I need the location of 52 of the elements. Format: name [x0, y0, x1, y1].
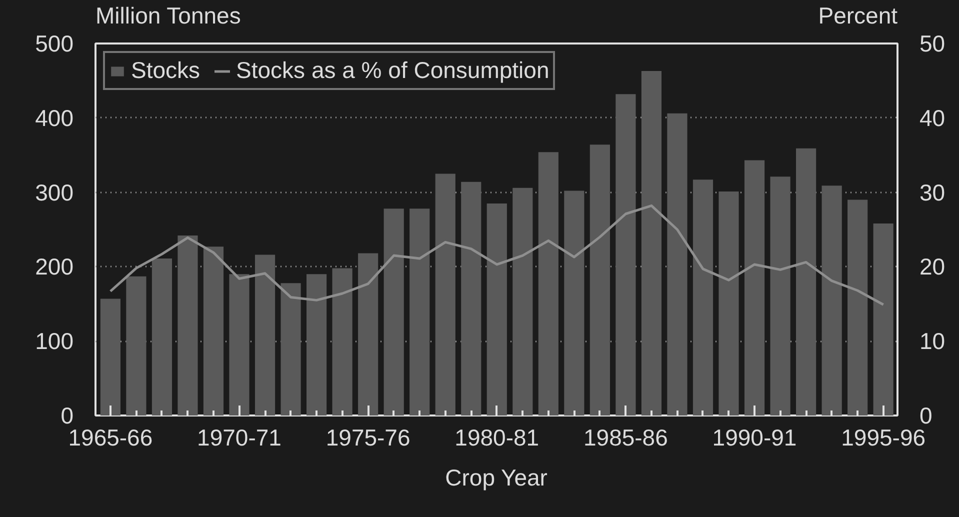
bar [435, 174, 456, 416]
bar [590, 144, 610, 416]
x-tick-label: 1985-86 [583, 424, 668, 450]
bar [848, 200, 868, 416]
x-tick-label: 1980-81 [454, 424, 540, 450]
bar [306, 274, 327, 416]
bar [358, 253, 378, 416]
bar [796, 148, 816, 416]
bar [718, 192, 739, 416]
y-tick-label: 300 [35, 179, 74, 206]
bar [229, 274, 250, 416]
y2-axis-title: Percent [818, 2, 898, 28]
bar [641, 71, 662, 416]
y2-tick-label: 20 [920, 254, 946, 280]
bar [152, 258, 172, 416]
y-tick-label: 100 [35, 328, 74, 354]
y2-tick-label: 30 [920, 179, 946, 206]
line-series [109, 204, 885, 306]
x-tick-label: 1990-91 [712, 424, 797, 450]
y-tick-label: 500 [35, 30, 74, 56]
bar [512, 188, 533, 416]
x-axis-title: Crop Year [445, 464, 548, 490]
bar [203, 246, 224, 416]
bar [384, 208, 404, 416]
x-tick-label: 1970-71 [197, 424, 282, 450]
bar [616, 94, 636, 416]
bar [254, 254, 276, 416]
y-tick-label: 400 [35, 104, 74, 131]
bar [178, 235, 198, 416]
y2-tick-label: 10 [920, 328, 946, 354]
bar [280, 283, 301, 416]
y-tick-label: 200 [35, 254, 74, 280]
bar [100, 298, 120, 416]
bar [538, 152, 558, 416]
y2-tick-label: 50 [920, 30, 946, 56]
bar [126, 276, 146, 416]
bar [873, 224, 894, 416]
bar [770, 176, 790, 416]
y-axis-title: Million Tonnes [96, 2, 241, 28]
bar [692, 180, 714, 416]
x-tick-label: 1975-76 [326, 424, 410, 450]
legend-label: Stocks [131, 57, 200, 84]
y2-tick-label: 40 [920, 104, 946, 131]
bar [822, 186, 842, 416]
bar [410, 208, 430, 416]
bar [667, 113, 688, 416]
legend-label: Stocks as a % of Consumption [236, 57, 550, 84]
bar [744, 160, 765, 416]
bar [461, 182, 482, 416]
bar [564, 190, 584, 416]
bar [332, 268, 352, 416]
bar [486, 203, 507, 416]
